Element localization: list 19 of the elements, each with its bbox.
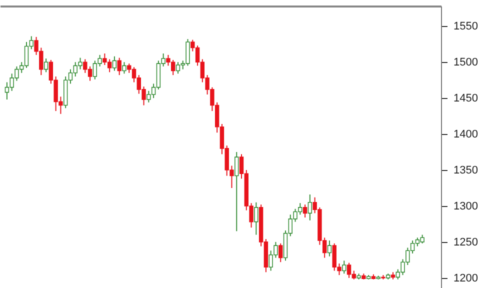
- candlestick: [308, 194, 312, 221]
- candlestick: [112, 56, 117, 72]
- y-tick-label: 1500: [454, 56, 478, 69]
- candlestick: [342, 260, 346, 274]
- candlestick: [117, 57, 122, 76]
- candlestick: [122, 62, 126, 74]
- y-tick-label: 1400: [454, 128, 478, 141]
- candlestick: [44, 58, 48, 73]
- y-tick-label: 1550: [454, 20, 478, 33]
- candlestick: [234, 152, 239, 232]
- y-tick-label: 1350: [454, 164, 478, 177]
- candlestick: [254, 202, 258, 236]
- y-tick-label: 1450: [454, 92, 478, 105]
- y-tick-label: 1200: [454, 272, 478, 284]
- candlestick: [278, 242, 283, 263]
- y-tick-label: 1250: [454, 236, 478, 248]
- candlestick: [327, 240, 332, 257]
- candlestick: [302, 204, 308, 218]
- y-tick-label: 1300: [454, 200, 478, 212]
